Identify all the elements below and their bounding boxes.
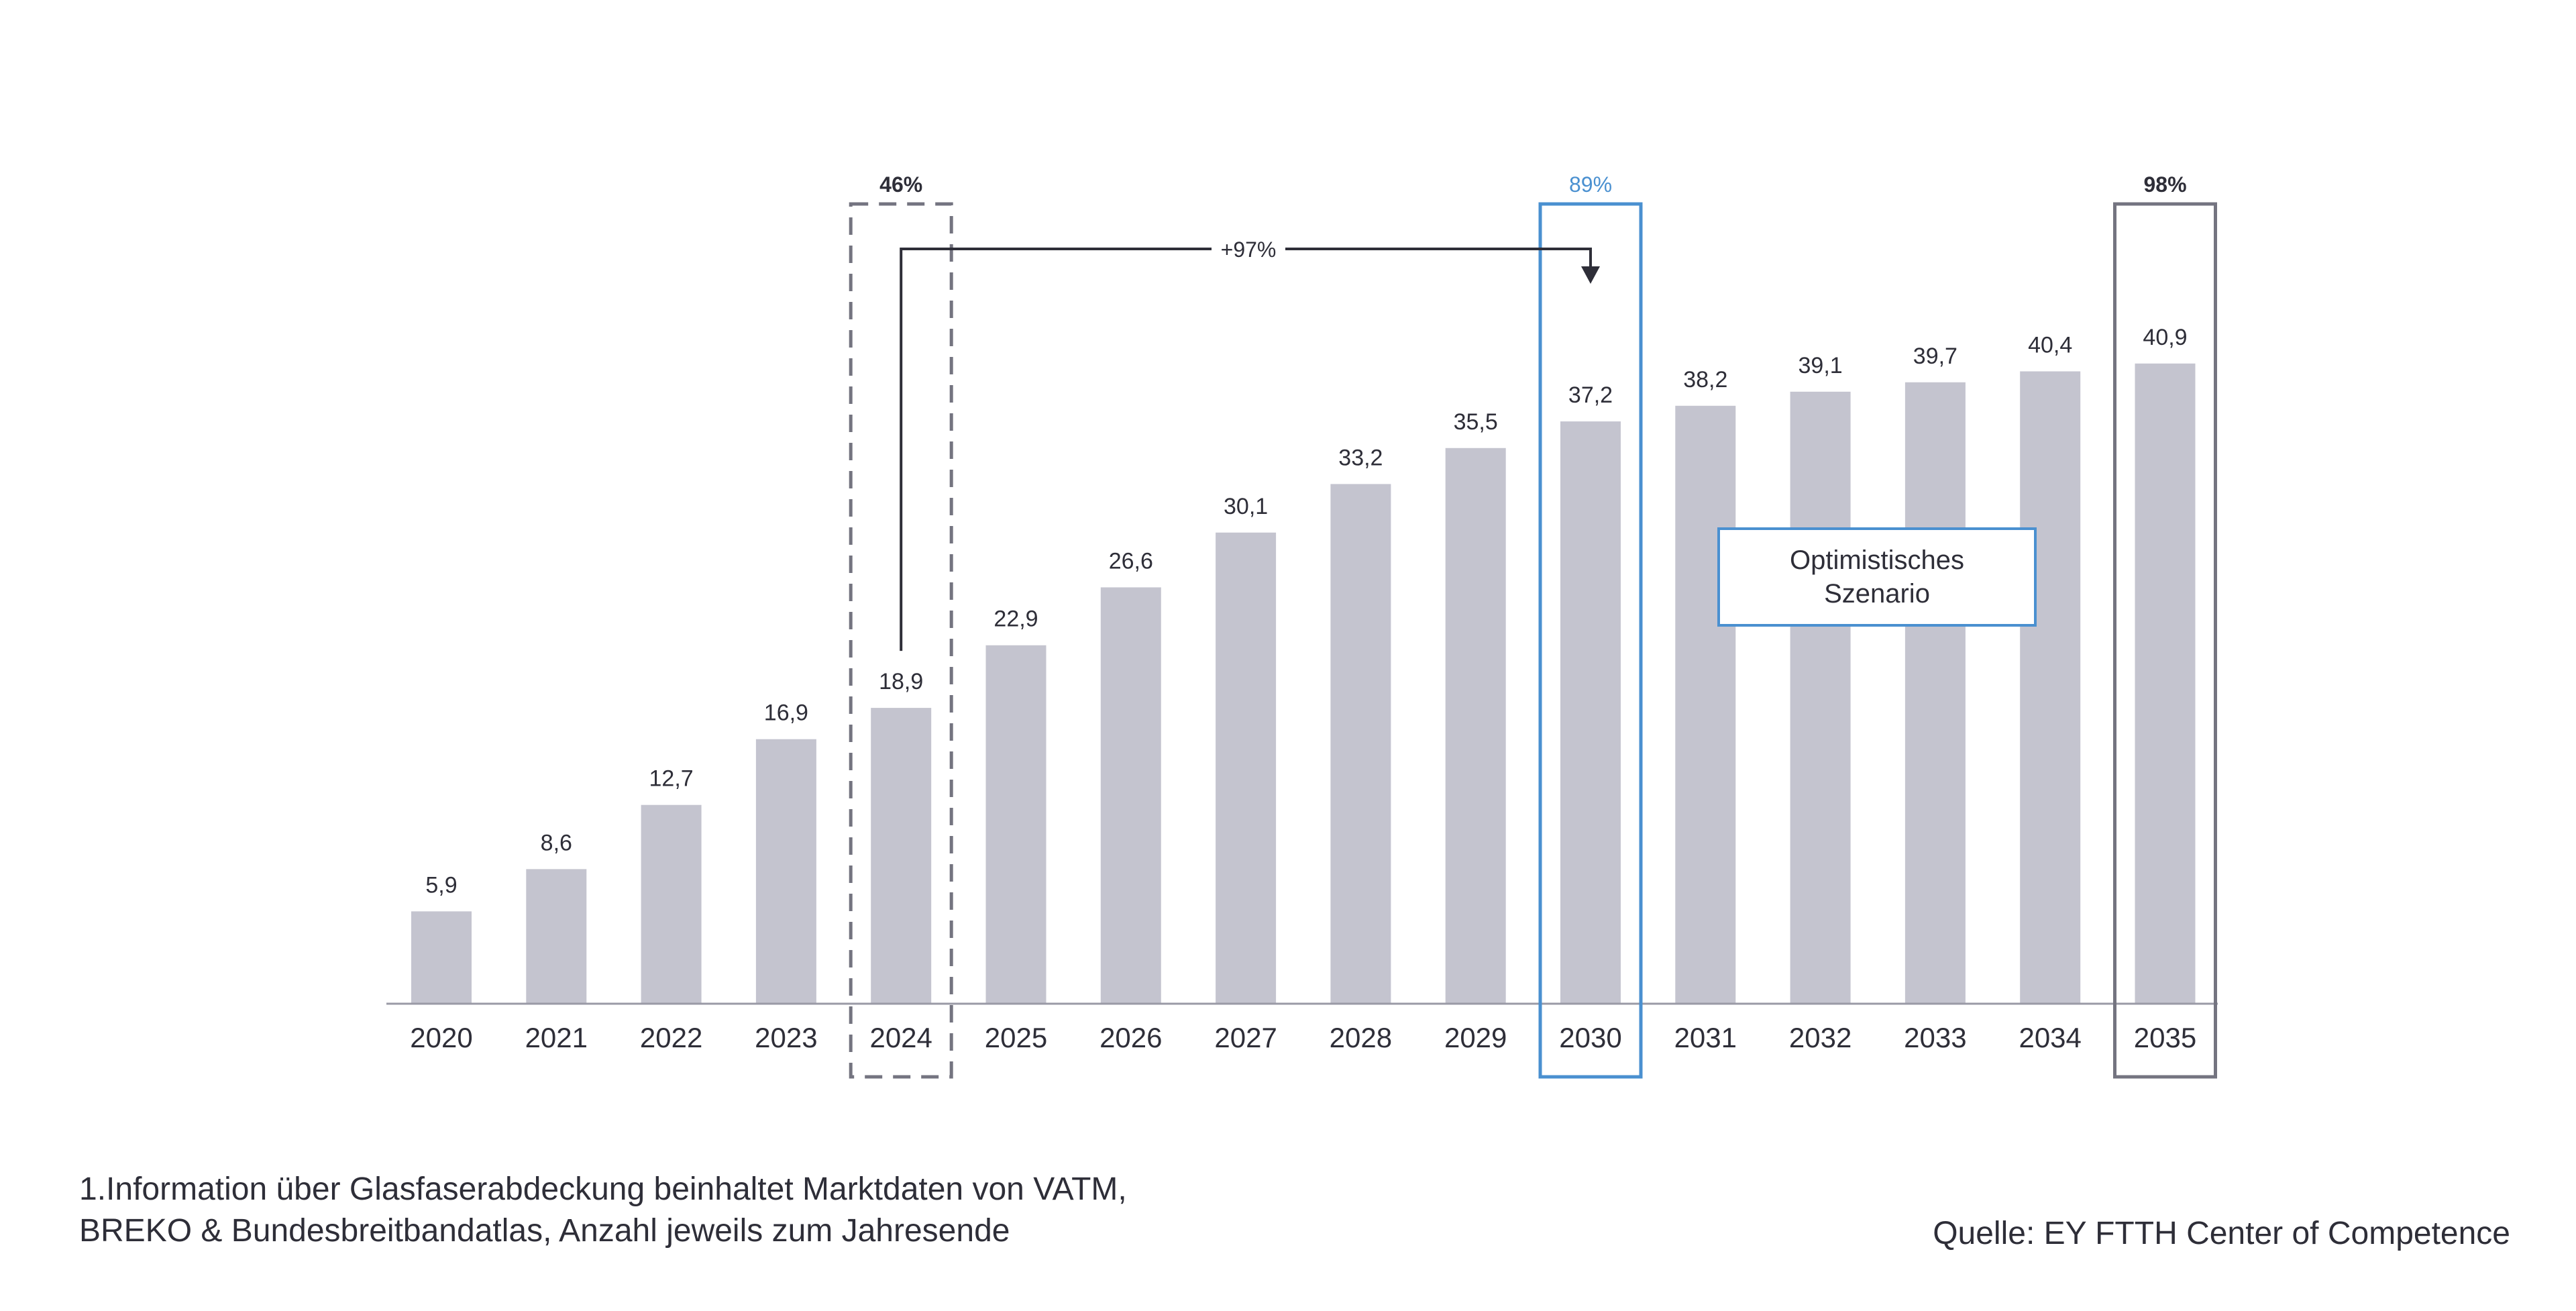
bar-2022 (641, 804, 702, 1004)
bar-2030 (1560, 421, 1621, 1004)
percent-label-2030: 89% (1569, 172, 1612, 197)
x-tick-2020: 2020 (410, 1022, 472, 1053)
value-label-2027: 30,1 (1224, 494, 1268, 519)
x-tick-2027: 2027 (1214, 1022, 1277, 1053)
x-tick-2023: 2023 (755, 1022, 817, 1053)
bar-2020 (411, 911, 472, 1004)
bar-2025 (985, 645, 1046, 1004)
highlight-frame-2024 (849, 202, 953, 1079)
arrowhead-icon (1581, 266, 1600, 284)
value-label-2033: 39,7 (1913, 344, 1957, 369)
x-tick-2025: 2025 (985, 1022, 1047, 1053)
scenario-annotation-line-1: Optimistisches (1790, 545, 1964, 575)
value-label-2031: 38,2 (1683, 367, 1727, 392)
value-label-2021: 8,6 (541, 830, 572, 855)
bar-2024 (871, 708, 932, 1004)
growth-arrow-right (1285, 248, 1592, 269)
growth-label: +97% (1221, 238, 1277, 262)
x-tick-2031: 2031 (1674, 1022, 1737, 1053)
bar-2032 (1790, 391, 1851, 1004)
bar-2031 (1675, 405, 1736, 1004)
value-label-2022: 12,7 (649, 766, 694, 792)
x-tick-2024: 2024 (869, 1022, 932, 1053)
bar-2033 (1904, 382, 1966, 1004)
highlight-frame-2030 (1538, 202, 1643, 1079)
bar-2027 (1216, 532, 1277, 1004)
x-tick-2030: 2030 (1559, 1022, 1621, 1053)
value-label-2029: 35,5 (1454, 409, 1498, 435)
percent-label-2035: 98% (2143, 172, 2186, 197)
x-tick-2029: 2029 (1444, 1022, 1507, 1053)
source-note: Quelle: EY FTTH Center of Competence (1933, 1216, 2510, 1251)
value-label-2035: 40,9 (2143, 325, 2187, 350)
x-tick-2035: 2035 (2134, 1022, 2196, 1053)
percent-label-2024: 46% (879, 172, 922, 197)
footnote: 1.Information über Glasfaserabdeckung be… (79, 1169, 1421, 1252)
x-tick-2034: 2034 (2019, 1022, 2081, 1053)
bar-2034 (2020, 371, 2081, 1004)
bar-2029 (1445, 448, 1506, 1004)
x-tick-2022: 2022 (640, 1022, 702, 1053)
value-label-2032: 39,1 (1799, 353, 1843, 378)
bar-2026 (1100, 587, 1161, 1004)
x-tick-2021: 2021 (525, 1022, 588, 1053)
scenario-annotation-box (1717, 527, 2037, 627)
value-label-2025: 22,9 (994, 607, 1038, 632)
footnote-line-1: 1.Information über Glasfaserabdeckung be… (79, 1171, 1127, 1207)
value-label-2030: 37,2 (1568, 382, 1613, 408)
value-label-2023: 16,9 (764, 700, 808, 726)
bar-2028 (1330, 484, 1391, 1004)
bar-2021 (526, 869, 587, 1004)
value-label-2020: 5,9 (425, 872, 457, 898)
growth-arrow-left (900, 248, 1212, 651)
footnote-line-2: BREKO & Bundesbreitbandatlas, Anzahl jew… (79, 1213, 1010, 1249)
x-tick-2028: 2028 (1330, 1022, 1392, 1053)
value-label-2034: 40,4 (2028, 332, 2072, 358)
bar-2035 (2135, 363, 2196, 1004)
value-label-2026: 26,6 (1109, 548, 1153, 574)
x-tick-2032: 2032 (1789, 1022, 1851, 1053)
value-label-2024: 18,9 (879, 669, 923, 694)
value-label-2028: 33,2 (1338, 445, 1383, 470)
bar-2023 (755, 739, 816, 1004)
scenario-annotation-line-2: Szenario (1824, 579, 1930, 609)
x-tick-2033: 2033 (1904, 1022, 1966, 1053)
highlight-frame-2035 (2113, 202, 2217, 1079)
x-tick-2026: 2026 (1099, 1022, 1162, 1053)
